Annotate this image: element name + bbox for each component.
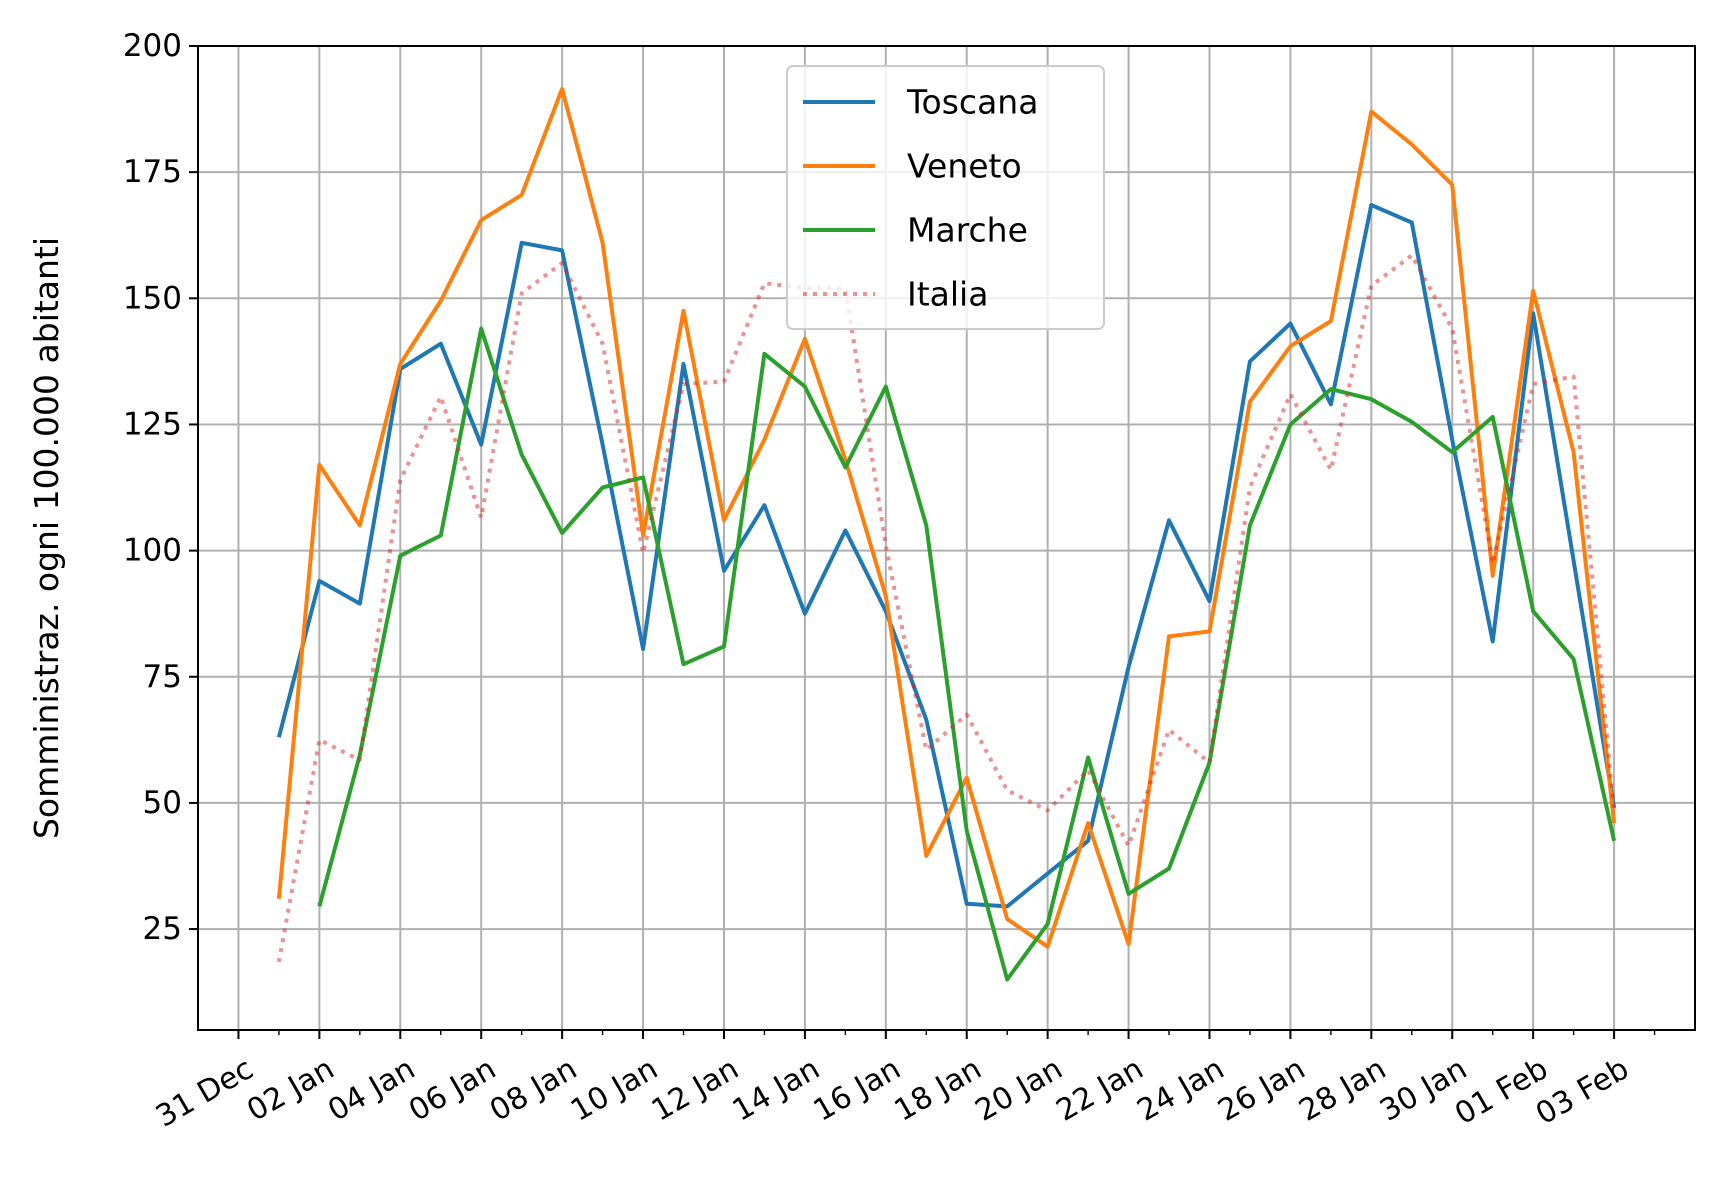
y-tick-label: 100 xyxy=(123,533,182,569)
y-tick-label: 175 xyxy=(123,154,182,190)
y-axis: 25 50 75 100 125 150 175 200 xyxy=(123,28,198,947)
series-line-toscana xyxy=(276,203,1617,909)
y-tick-label: 200 xyxy=(123,28,182,64)
y-tick-label: 125 xyxy=(123,406,182,442)
series-marche xyxy=(317,326,1617,982)
series-line-italia xyxy=(276,253,1617,963)
series-line-marche xyxy=(317,326,1617,982)
y-tick-label: 50 xyxy=(143,785,182,821)
y-axis-label: Somministraz. ogni 100.000 abitanti xyxy=(27,237,66,839)
legend: Toscana Veneto Marche Italia xyxy=(786,65,1105,330)
series-veneto xyxy=(276,86,1617,949)
legend-label: Marche xyxy=(907,211,1028,250)
legend-label: Italia xyxy=(907,275,988,314)
series-toscana xyxy=(276,203,1617,909)
legend-box xyxy=(786,65,1105,330)
series-line-veneto xyxy=(276,86,1617,949)
y-tick-label: 75 xyxy=(143,659,182,695)
legend-label: Veneto xyxy=(907,147,1022,186)
y-tick-label: 25 xyxy=(143,911,182,947)
y-tick-label: 150 xyxy=(123,280,182,316)
plot-frame xyxy=(197,45,1696,1031)
series-italia xyxy=(276,253,1617,963)
legend-label: Toscana xyxy=(906,83,1038,122)
series-layer xyxy=(276,86,1617,982)
